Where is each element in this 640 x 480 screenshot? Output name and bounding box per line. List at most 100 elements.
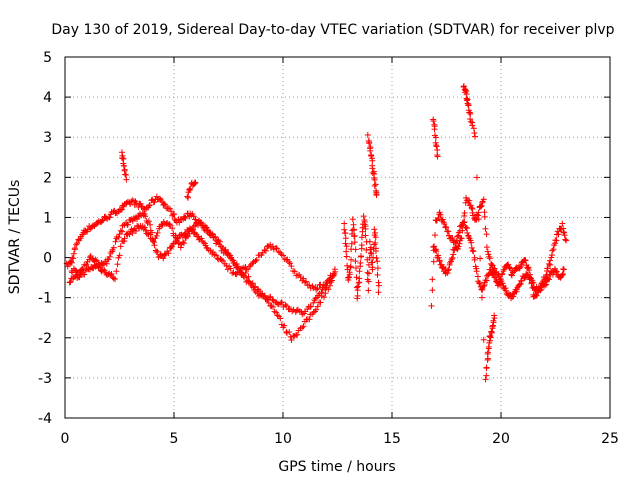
data-point — [552, 267, 559, 274]
data-point — [273, 245, 280, 252]
data-point — [99, 217, 106, 224]
data-point — [341, 220, 348, 227]
data-point — [546, 276, 553, 283]
data-point — [325, 286, 332, 293]
data-point — [469, 212, 476, 219]
data-point — [364, 269, 371, 276]
data-point — [560, 266, 567, 273]
data-point — [373, 254, 380, 261]
data-point — [362, 232, 369, 239]
data-point — [348, 256, 355, 263]
data-point — [277, 315, 284, 322]
data-point — [546, 257, 553, 264]
data-point — [474, 212, 481, 219]
data-point — [273, 309, 280, 316]
data-point — [467, 110, 474, 117]
data-point — [488, 328, 495, 335]
data-point — [354, 292, 361, 299]
data-point — [286, 328, 293, 335]
data-point — [351, 239, 358, 246]
data-point — [358, 253, 365, 260]
data-point — [184, 193, 191, 200]
data-point — [483, 372, 490, 379]
data-point — [262, 247, 269, 254]
data-point — [167, 245, 174, 252]
data-point — [269, 243, 276, 250]
data-point — [499, 270, 506, 277]
plot-frame — [64, 56, 611, 419]
data-point — [161, 251, 168, 258]
data-point — [434, 147, 441, 154]
data-point — [274, 300, 281, 307]
data-point — [374, 271, 381, 278]
data-point — [354, 283, 361, 290]
data-point — [358, 242, 365, 249]
data-point — [367, 147, 374, 154]
data-point — [489, 270, 496, 277]
data-point — [528, 279, 535, 286]
data-point — [261, 246, 268, 253]
data-point — [484, 349, 491, 356]
data-point — [224, 250, 231, 257]
data-point — [463, 88, 470, 95]
data-point — [471, 256, 478, 263]
data-point — [506, 264, 513, 271]
data-point — [430, 258, 437, 265]
data-point — [105, 256, 112, 263]
data-point — [486, 253, 493, 260]
data-point — [451, 244, 458, 251]
data-point — [306, 316, 313, 323]
data-point — [286, 260, 293, 267]
data-point — [119, 228, 126, 235]
data-point — [471, 129, 478, 136]
data-point — [559, 271, 566, 278]
data-point — [162, 201, 169, 208]
data-point — [115, 234, 122, 241]
data-point — [555, 231, 562, 238]
data-point — [559, 271, 566, 278]
data-point — [277, 299, 284, 306]
data-point — [216, 238, 223, 245]
data-point — [321, 294, 328, 301]
data-point — [550, 246, 557, 253]
data-point — [182, 230, 189, 237]
data-point — [107, 250, 114, 257]
data-point — [175, 240, 182, 247]
data-point — [281, 322, 288, 329]
data-point — [433, 248, 440, 255]
data-point — [175, 235, 182, 242]
data-point — [165, 250, 172, 257]
data-point — [92, 256, 99, 263]
data-point — [141, 224, 148, 231]
data-point — [116, 252, 123, 259]
data-point — [490, 270, 497, 277]
data-point — [190, 213, 197, 220]
data-point — [467, 116, 474, 123]
data-point — [246, 263, 253, 270]
data-point — [492, 274, 499, 281]
data-point — [486, 255, 493, 262]
data-point — [233, 264, 240, 271]
data-point — [245, 273, 252, 280]
data-point — [463, 97, 470, 104]
data-point — [343, 243, 350, 250]
data-point — [265, 294, 272, 301]
data-point — [119, 155, 126, 162]
data-point — [356, 275, 363, 282]
data-point — [454, 246, 461, 253]
data-point — [342, 235, 349, 242]
data-point — [468, 239, 475, 246]
data-point — [510, 293, 517, 300]
data-point — [483, 231, 490, 238]
data-point — [142, 213, 149, 220]
y-tick-label: 1 — [43, 210, 52, 226]
data-point — [544, 275, 551, 282]
data-point — [553, 268, 560, 275]
data-point — [81, 271, 88, 278]
data-point — [303, 278, 310, 285]
data-point — [430, 118, 437, 125]
data-point — [168, 208, 175, 215]
data-point — [66, 279, 73, 286]
data-point — [506, 292, 513, 299]
data-point — [357, 259, 364, 266]
